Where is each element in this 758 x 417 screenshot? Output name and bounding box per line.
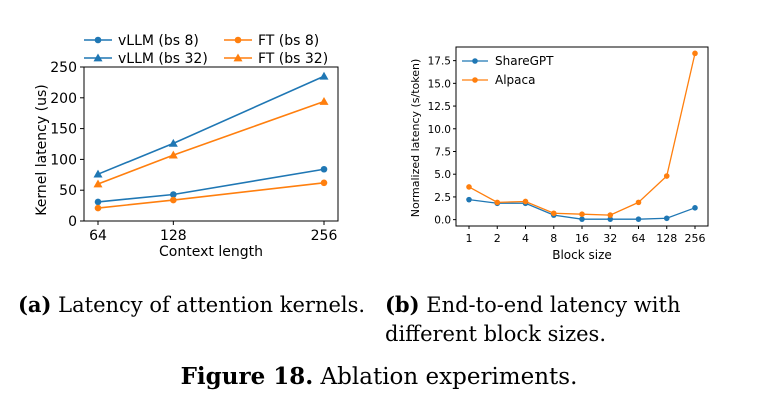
chart-a-series-line <box>97 182 325 209</box>
figure-caption-label: Figure 18. <box>180 363 314 390</box>
chart-a-data-point <box>319 71 329 80</box>
chart-a-xlabel: Context length <box>159 244 263 260</box>
chart-b-legend-marker <box>472 58 478 64</box>
chart-b-legend-marker <box>472 77 478 83</box>
chart-b-data-point <box>466 184 472 190</box>
chart-a-legend-label: vLLM (bs 32) <box>118 51 208 67</box>
chart-a-data-point <box>94 198 102 206</box>
chart-a-series-line <box>97 168 325 203</box>
chart-b-data-point <box>692 50 698 57</box>
chart-b-ytick-label: 0.0 <box>434 215 451 227</box>
chart-a-frame <box>83 66 339 222</box>
chart-b-ytick-label: 15.0 <box>428 78 451 90</box>
chart-b-legend-label: Alpaca <box>495 73 535 87</box>
chart-a-xtick-label: 256 <box>311 228 338 244</box>
chart-a-ylabel: Kernel latency (us) <box>34 84 50 215</box>
chart-b-axes: 0.0 2.5 5.0 7.5 10.0 12.5 15.0 17.5 1 2 4 8 16 32 64 12… <box>428 46 709 245</box>
chart-a-data-point <box>319 96 329 105</box>
chart-a-data-point <box>168 138 178 147</box>
chart-a-series-line <box>97 100 325 185</box>
chart-b-xtick-label: 16 <box>575 232 589 245</box>
caption-b: (b) End-to-end latency with different bl… <box>385 290 745 349</box>
chart-b-data-point <box>607 216 614 222</box>
figure-caption-text: Ablation experiments. <box>313 364 578 390</box>
chart-a-axes: 0 50 100 150 200 250 64 128 256 <box>50 60 339 244</box>
chart-b-data-point <box>494 199 501 206</box>
chart-a-series-line <box>97 75 325 175</box>
chart-a-kernel-latency: vLLM (bs 8) vLLM (bs 32) FT (bs 8) FT (bs 3… <box>34 33 339 260</box>
chart-a-ytick-label: 50 <box>59 183 77 199</box>
chart-a-legend-label: FT (bs 8) <box>258 33 319 49</box>
chart-b-series <box>466 50 698 222</box>
chart-a-legend-marker <box>94 36 102 44</box>
caption-a-text: Latency of attention kernels. <box>51 293 366 317</box>
chart-a-ytick-label: 200 <box>50 91 77 107</box>
chart-b-xtick-label: 2 <box>494 232 501 245</box>
chart-b-legend: ShareGPT Alpaca <box>462 54 554 87</box>
chart-b-xtick-label: 32 <box>603 232 617 245</box>
chart-a-legend-label: FT (bs 32) <box>258 51 328 67</box>
caption-b-label: (b) <box>385 292 420 317</box>
chart-b-frame <box>455 46 709 227</box>
chart-b-xtick-label: 1 <box>466 232 473 245</box>
chart-a-ytick-label: 250 <box>50 60 77 76</box>
chart-a-legend-marker <box>93 53 103 62</box>
chart-b-xtick-label: 128 <box>656 232 677 245</box>
chart-a-legend: vLLM (bs 8) vLLM (bs 32) FT (bs 8) FT (bs 3… <box>84 33 328 67</box>
chart-b-data-point <box>692 205 698 211</box>
chart-a-xtick-label: 128 <box>160 228 187 244</box>
chart-a-data-point <box>93 169 103 178</box>
chart-b-data-point <box>635 216 642 222</box>
chart-b-block-size-latency: 0.0 2.5 5.0 7.5 10.0 12.5 15.0 17.5 1 2 4 8 16 32 64 12… <box>409 46 709 262</box>
chart-a-data-point <box>170 191 177 198</box>
chart-b-data-point <box>663 215 670 222</box>
chart-a-data-point <box>93 179 103 188</box>
chart-a-legend-label: vLLM (bs 8) <box>118 33 199 49</box>
chart-a-legend-marker <box>234 36 242 44</box>
chart-b-data-point <box>550 210 557 217</box>
chart-b-ytick-label: 2.5 <box>434 192 451 204</box>
chart-a-xtick-label: 64 <box>89 228 107 244</box>
chart-a-ytick-label: 0 <box>68 214 77 230</box>
figure-caption: Figure 18. Ablation experiments. <box>0 362 758 392</box>
chart-b-ytick-label: 5.0 <box>434 169 451 181</box>
caption-a-label: (a) <box>18 292 52 317</box>
caption-b-text: End-to-end latency with different block … <box>385 293 681 346</box>
chart-b-ytick-label: 17.5 <box>428 56 451 68</box>
chart-a-ytick-label: 100 <box>50 152 77 168</box>
chart-b-ylabel: Normalized latency (s/token) <box>409 59 422 218</box>
chart-a-data-point <box>320 165 328 173</box>
chart-a-data-point <box>94 204 102 212</box>
caption-a: (a) Latency of attention kernels. <box>18 290 378 320</box>
chart-a-ytick-label: 150 <box>50 122 77 138</box>
chart-b-xlabel: Block size <box>552 248 612 262</box>
chart-b-data-point <box>579 211 585 217</box>
chart-b-data-point <box>579 216 585 222</box>
chart-b-xtick-label: 64 <box>632 232 646 245</box>
chart-b-xtick-label: 4 <box>522 232 529 245</box>
chart-a-legend-marker <box>233 53 243 62</box>
chart-b-ytick-label: 7.5 <box>434 146 451 158</box>
chart-b-ytick-label: 10.0 <box>428 124 451 136</box>
chart-b-data-point <box>607 212 614 218</box>
chart-a-data-point <box>320 179 328 187</box>
chart-b-data-point <box>635 199 642 206</box>
chart-b-data-point <box>663 173 670 179</box>
chart-a-series <box>93 71 329 212</box>
chart-b-xtick-label: 8 <box>550 232 557 245</box>
chart-a-data-point <box>170 196 177 204</box>
chart-b-ytick-label: 12.5 <box>428 101 451 113</box>
chart-b-data-point <box>522 198 529 205</box>
chart-b-xtick-label: 256 <box>685 232 706 245</box>
chart-b-data-point <box>466 196 472 203</box>
chart-b-legend-label: ShareGPT <box>495 54 554 68</box>
chart-a-data-point <box>168 150 178 159</box>
